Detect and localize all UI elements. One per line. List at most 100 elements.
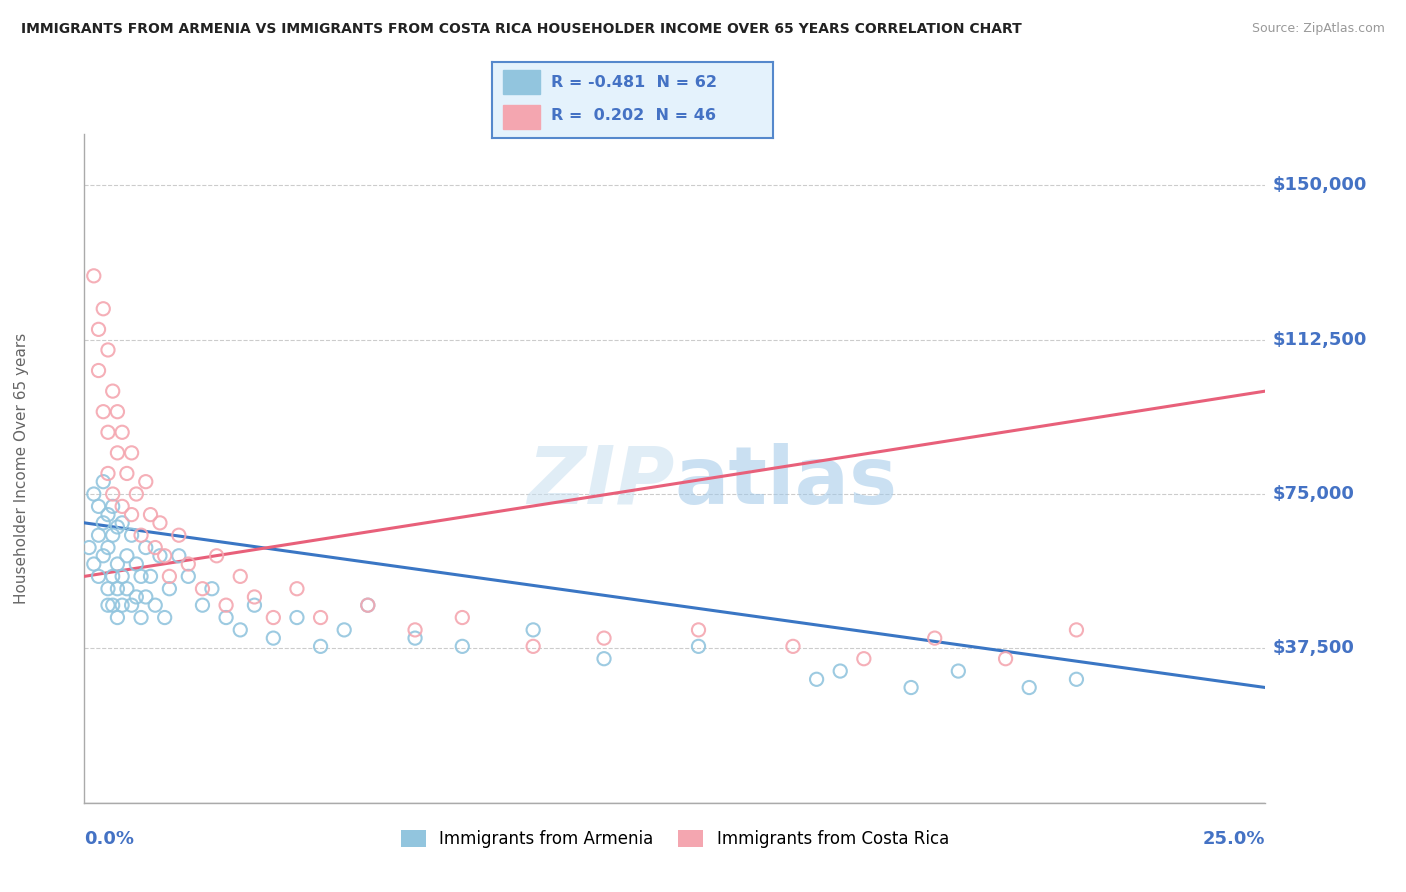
Text: R =  0.202  N = 46: R = 0.202 N = 46 xyxy=(551,108,716,123)
Point xyxy=(107,582,129,596)
Point xyxy=(522,640,544,654)
Point xyxy=(83,487,105,501)
Bar xyxy=(503,105,540,129)
Point xyxy=(688,623,710,637)
Point xyxy=(77,541,100,555)
Point xyxy=(91,549,114,563)
Point xyxy=(948,664,970,678)
Point xyxy=(688,640,710,654)
Point xyxy=(782,640,804,654)
Legend: Immigrants from Armenia, Immigrants from Costa Rica: Immigrants from Armenia, Immigrants from… xyxy=(394,823,956,855)
Point xyxy=(125,590,148,604)
Point xyxy=(101,487,124,501)
Point xyxy=(830,664,852,678)
Point xyxy=(357,598,380,612)
Point xyxy=(87,322,110,336)
Point xyxy=(167,528,190,542)
Point xyxy=(157,569,180,583)
Point xyxy=(285,610,308,624)
Point xyxy=(83,268,105,283)
Point xyxy=(101,598,124,612)
Point xyxy=(191,582,214,596)
Text: 25.0%: 25.0% xyxy=(1204,830,1265,847)
Point xyxy=(167,549,190,563)
Point xyxy=(91,405,114,419)
Point xyxy=(107,610,129,624)
Point xyxy=(91,516,114,530)
Point xyxy=(333,623,356,637)
Point xyxy=(262,610,284,624)
Point xyxy=(107,557,129,571)
Point xyxy=(91,475,114,489)
Point xyxy=(900,681,922,695)
Point xyxy=(309,640,332,654)
Point xyxy=(101,528,124,542)
Point xyxy=(229,623,252,637)
Text: 0.0%: 0.0% xyxy=(84,830,135,847)
Point xyxy=(153,549,176,563)
Point xyxy=(215,598,238,612)
Point xyxy=(149,516,172,530)
Text: atlas: atlas xyxy=(675,442,898,521)
Bar xyxy=(503,70,540,95)
Point xyxy=(87,569,110,583)
Point xyxy=(309,610,332,624)
Point xyxy=(87,528,110,542)
Point xyxy=(87,363,110,377)
Point xyxy=(404,631,426,645)
Text: $112,500: $112,500 xyxy=(1272,331,1367,349)
Point xyxy=(101,500,124,514)
Point xyxy=(97,508,120,522)
Text: Householder Income Over 65 years: Householder Income Over 65 years xyxy=(14,333,28,604)
Point xyxy=(111,569,134,583)
Point xyxy=(111,425,134,440)
Point xyxy=(97,425,120,440)
Text: ZIP: ZIP xyxy=(527,442,675,521)
Point xyxy=(205,549,228,563)
Text: Source: ZipAtlas.com: Source: ZipAtlas.com xyxy=(1251,22,1385,36)
Point xyxy=(139,569,162,583)
Point xyxy=(121,446,143,460)
Point xyxy=(97,343,120,357)
Point xyxy=(111,598,134,612)
Text: $75,000: $75,000 xyxy=(1272,485,1354,503)
Point xyxy=(451,610,474,624)
Point xyxy=(101,569,124,583)
Point xyxy=(91,301,114,316)
Point xyxy=(153,610,176,624)
Point xyxy=(215,610,238,624)
Point xyxy=(451,640,474,654)
Point xyxy=(97,541,120,555)
Point xyxy=(143,541,166,555)
Point xyxy=(177,569,200,583)
Point xyxy=(806,673,828,687)
Point xyxy=(285,582,308,596)
Text: R = -0.481  N = 62: R = -0.481 N = 62 xyxy=(551,75,717,90)
Text: $150,000: $150,000 xyxy=(1272,177,1367,194)
Point xyxy=(1066,623,1088,637)
Point xyxy=(139,508,162,522)
Point xyxy=(135,590,157,604)
Point xyxy=(121,508,143,522)
Point xyxy=(191,598,214,612)
Point xyxy=(115,467,138,481)
Point xyxy=(101,384,124,398)
Point xyxy=(522,623,544,637)
Point xyxy=(107,520,129,534)
Point xyxy=(87,500,110,514)
Point xyxy=(111,516,134,530)
Point xyxy=(115,582,138,596)
Point xyxy=(994,651,1017,665)
Point xyxy=(157,582,180,596)
Point xyxy=(135,541,157,555)
Point xyxy=(121,528,143,542)
Point xyxy=(593,651,616,665)
Point xyxy=(107,405,129,419)
Point xyxy=(229,569,252,583)
Text: $37,500: $37,500 xyxy=(1272,640,1354,657)
Point xyxy=(357,598,380,612)
Point xyxy=(149,549,172,563)
Point xyxy=(107,446,129,460)
Point xyxy=(121,598,143,612)
Point xyxy=(177,557,200,571)
